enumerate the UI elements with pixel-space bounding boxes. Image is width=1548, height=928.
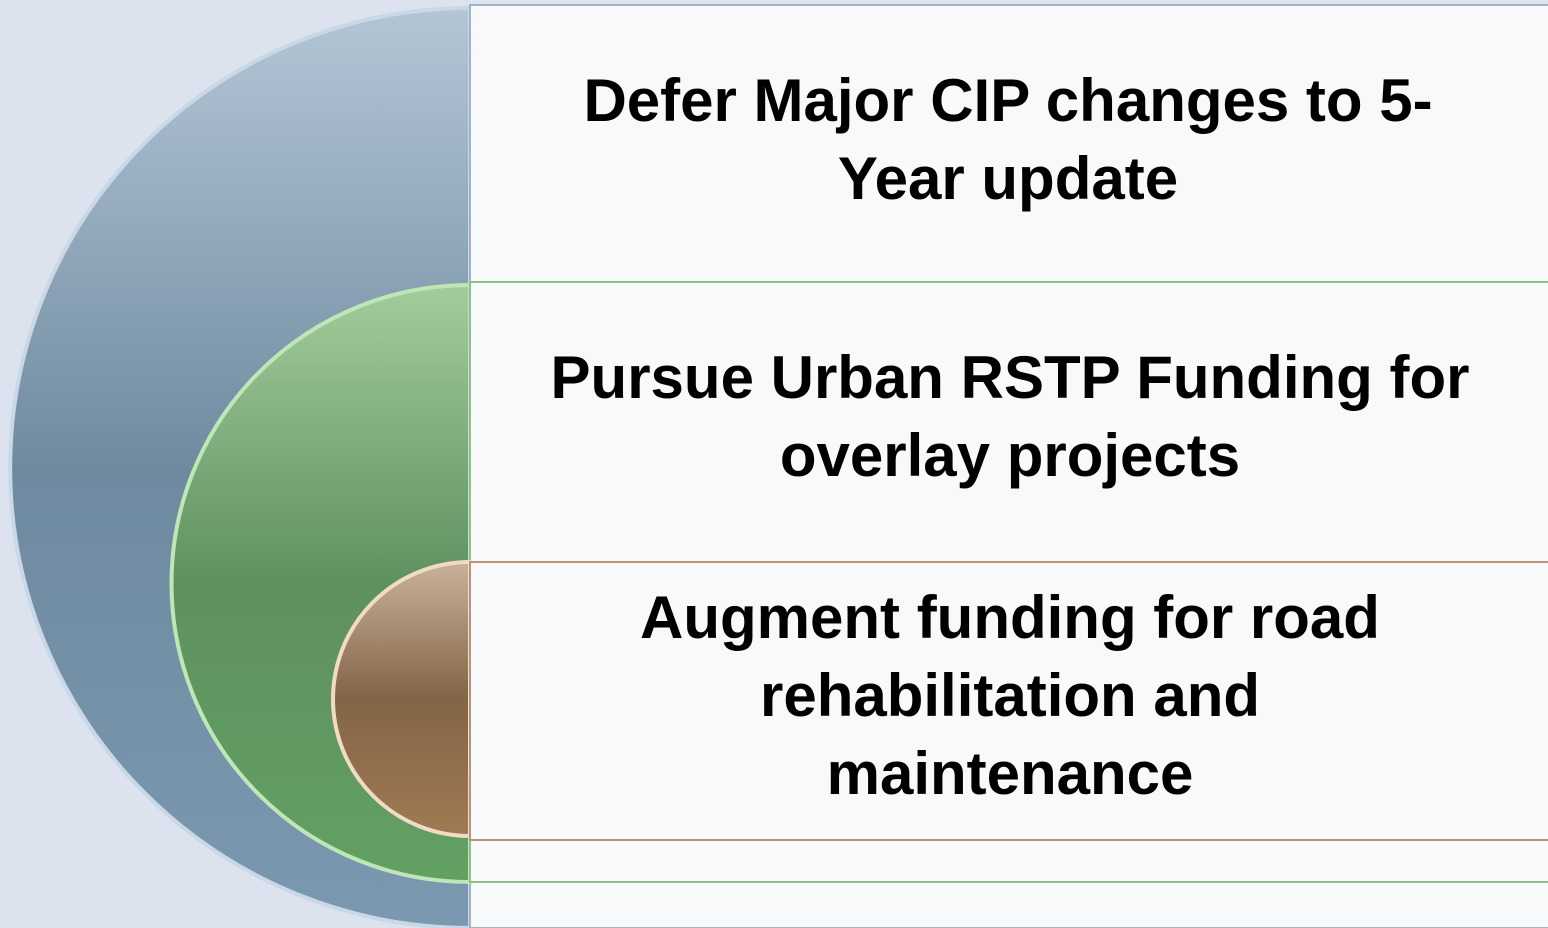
item-text: Year update (838, 145, 1178, 212)
item-text: Augment funding for road (640, 584, 1380, 651)
item-text: maintenance (827, 740, 1194, 807)
item-text: Pursue Urban RSTP Funding for (551, 344, 1470, 411)
item-text: overlay projects (780, 422, 1240, 489)
inner-arc (331, 559, 472, 839)
panel-3 (469, 561, 1548, 841)
item-text: rehabilitation and (760, 662, 1260, 729)
item-text: Defer Major CIP changes to 5- (583, 67, 1432, 134)
